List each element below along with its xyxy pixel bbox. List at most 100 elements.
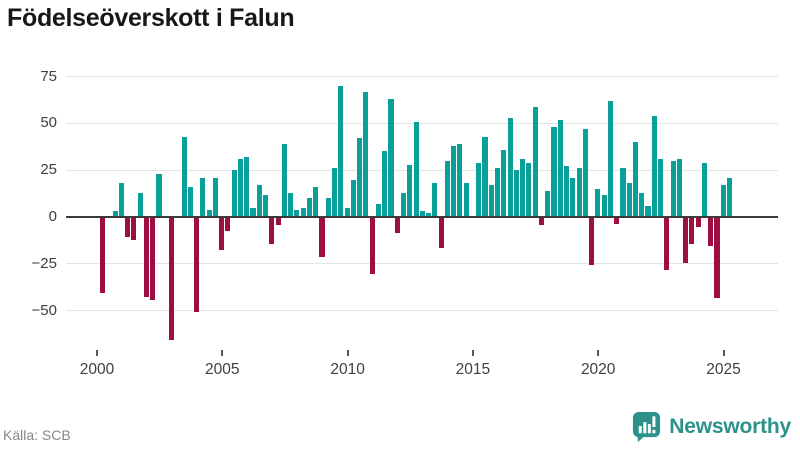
x-axis-tick xyxy=(471,350,474,356)
bar xyxy=(520,158,526,217)
gridline xyxy=(66,310,778,312)
bar xyxy=(451,145,457,217)
x-axis-tick xyxy=(722,350,725,356)
bar xyxy=(112,211,118,217)
bar xyxy=(463,183,469,217)
y-axis-label: 75 xyxy=(40,67,57,85)
newsworthy-icon xyxy=(633,411,661,442)
bar xyxy=(413,121,419,217)
bar xyxy=(375,203,381,217)
bar xyxy=(294,209,300,217)
bar xyxy=(407,164,413,217)
bar xyxy=(639,192,645,217)
bar xyxy=(501,149,507,217)
bar xyxy=(181,136,187,217)
bar xyxy=(507,117,513,217)
bar xyxy=(626,183,632,217)
bar xyxy=(212,177,218,217)
x-axis-label: 2000 xyxy=(79,361,115,378)
gridline xyxy=(66,263,778,265)
newsworthy-logo[interactable]: Newsworthy xyxy=(631,411,791,442)
bar xyxy=(288,192,294,217)
bar xyxy=(695,218,701,228)
bar xyxy=(670,160,676,217)
bar xyxy=(269,218,275,245)
gridline xyxy=(66,169,778,171)
bar xyxy=(532,106,538,217)
bar xyxy=(488,185,494,217)
x-axis-label: 2025 xyxy=(706,361,741,378)
bar xyxy=(658,158,664,217)
gridline xyxy=(66,76,778,78)
bar xyxy=(419,211,425,217)
y-axis-label: 25 xyxy=(40,161,57,179)
y-axis-label: 0 xyxy=(48,208,57,225)
bar xyxy=(589,218,595,265)
bar xyxy=(357,138,363,217)
bar xyxy=(256,185,262,217)
bar xyxy=(338,85,344,217)
gridline xyxy=(66,122,778,124)
bar xyxy=(350,179,356,217)
bar xyxy=(545,190,551,217)
bar xyxy=(156,173,162,217)
bar xyxy=(206,209,212,217)
bar xyxy=(263,194,269,217)
bar xyxy=(632,142,639,217)
bar xyxy=(250,207,256,217)
bar xyxy=(125,218,131,237)
x-axis-label: 2010 xyxy=(330,361,365,378)
x-axis-label: 2005 xyxy=(205,361,240,378)
bar xyxy=(620,168,626,217)
bar xyxy=(281,143,287,217)
bar xyxy=(720,185,726,217)
bar xyxy=(676,158,682,217)
bar xyxy=(495,168,501,217)
bar xyxy=(570,177,576,217)
x-axis-label: 2020 xyxy=(580,361,616,378)
bar xyxy=(482,136,488,217)
y-axis-label: −50 xyxy=(31,301,57,319)
bar xyxy=(683,218,689,263)
bar xyxy=(275,218,281,226)
bar xyxy=(614,218,620,224)
bar xyxy=(444,160,450,217)
bar xyxy=(557,119,563,217)
bar xyxy=(513,170,519,217)
bar xyxy=(225,218,231,232)
bar xyxy=(400,192,407,217)
bar xyxy=(651,115,657,217)
bar xyxy=(137,192,143,217)
bar xyxy=(344,207,350,217)
bar xyxy=(601,194,607,217)
bar xyxy=(382,151,388,217)
bar xyxy=(727,177,733,217)
y-axis-label: 50 xyxy=(40,114,57,132)
bar xyxy=(131,218,137,241)
bar xyxy=(219,218,225,250)
bar xyxy=(168,218,175,340)
bar xyxy=(708,218,714,247)
bar xyxy=(576,168,582,217)
bar xyxy=(388,99,394,217)
bar xyxy=(607,100,613,217)
bar xyxy=(664,218,670,271)
bar xyxy=(118,183,124,217)
bar xyxy=(426,213,432,217)
source-label: Källa: SCB xyxy=(3,427,71,443)
bar xyxy=(143,218,149,297)
bar xyxy=(582,129,588,217)
x-axis-tick xyxy=(96,350,98,356)
bar xyxy=(100,218,106,293)
bar xyxy=(187,187,193,217)
bar xyxy=(150,218,156,301)
bar xyxy=(369,218,375,275)
bar xyxy=(526,162,532,217)
bar xyxy=(319,218,325,258)
bar xyxy=(551,127,557,217)
chart-title: Födelseöverskott i Falun xyxy=(7,4,295,32)
bar xyxy=(595,188,601,217)
bar xyxy=(231,170,237,217)
bar xyxy=(306,198,312,217)
